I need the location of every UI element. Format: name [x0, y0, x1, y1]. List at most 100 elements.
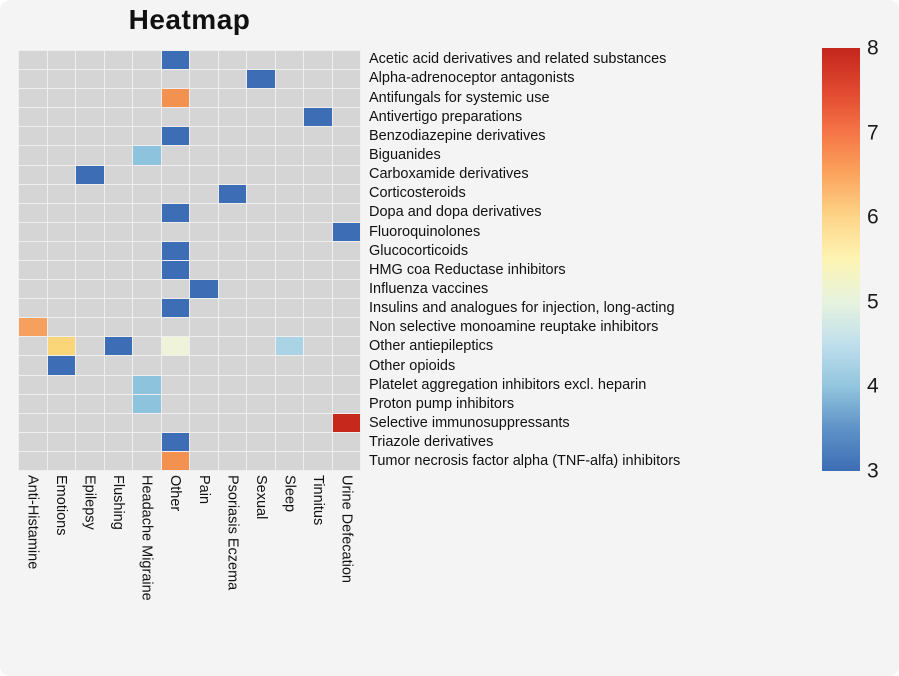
heatmap-cell — [275, 451, 303, 470]
heatmap-cell — [76, 280, 104, 299]
heatmap-cell — [76, 127, 104, 146]
column-label-slot: Flushing — [104, 475, 133, 670]
column-label-slot: Other — [161, 475, 190, 670]
heatmap-cell — [19, 261, 47, 280]
heatmap-cell — [304, 222, 332, 241]
heatmap-cell — [247, 451, 275, 470]
heatmap-cell — [19, 108, 47, 127]
heatmap-cell — [304, 70, 332, 89]
heatmap-cell — [76, 203, 104, 222]
heatmap-cell — [104, 51, 132, 70]
column-label: Tinnitus — [310, 475, 327, 526]
heatmap-cell — [218, 413, 246, 432]
column-label: Sleep — [281, 475, 298, 513]
heatmap-cell — [76, 241, 104, 260]
heatmap-cell — [133, 241, 161, 260]
row-label: Antivertigo preparations — [369, 108, 523, 125]
heatmap-cell — [247, 432, 275, 451]
heatmap-cell — [332, 70, 360, 89]
heatmap-cell — [104, 413, 132, 432]
row-label: Tumor necrosis factor alpha (TNF-alfa) i… — [369, 453, 681, 470]
heatmap-cell — [76, 261, 104, 280]
heatmap-cell — [275, 432, 303, 451]
heatmap-cell — [161, 337, 189, 356]
heatmap-cell — [47, 337, 75, 356]
heatmap-cell — [47, 413, 75, 432]
heatmap-cell — [275, 261, 303, 280]
heatmap-cell — [190, 318, 218, 337]
heatmap-cell — [247, 108, 275, 127]
heatmap-cell — [218, 451, 246, 470]
column-label-slot: Epilepsy — [75, 475, 104, 670]
heatmap-cell — [133, 51, 161, 70]
heatmap-cell — [19, 146, 47, 165]
heatmap-cell — [218, 280, 246, 299]
heatmap-cell — [133, 451, 161, 470]
column-label: Urine Defecation — [338, 475, 355, 583]
heatmap-cell — [47, 318, 75, 337]
colorbar-tick-label: 3 — [867, 459, 879, 483]
heatmap-cell — [304, 127, 332, 146]
heatmap-cell — [133, 318, 161, 337]
heatmap-cell — [161, 108, 189, 127]
colorbar-tick-label: 4 — [867, 374, 879, 398]
row-label: Dopa and dopa derivatives — [369, 204, 542, 221]
heatmap-cell — [133, 70, 161, 89]
heatmap-cell — [19, 184, 47, 203]
heatmap-cell — [19, 318, 47, 337]
heatmap-cell — [47, 89, 75, 108]
heatmap-cell — [332, 299, 360, 318]
heatmap-cell — [275, 222, 303, 241]
heatmap-cell — [19, 432, 47, 451]
heatmap-cell — [19, 222, 47, 241]
heatmap-cell — [247, 394, 275, 413]
heatmap-cell — [19, 241, 47, 260]
column-label-slot: Headache Migraine — [132, 475, 161, 670]
row-label: Corticosteroids — [369, 185, 466, 202]
heatmap-cell — [190, 280, 218, 299]
heatmap-cell — [161, 70, 189, 89]
heatmap-cell — [76, 146, 104, 165]
heatmap-cell — [161, 413, 189, 432]
heatmap-cell — [247, 356, 275, 375]
heatmap-cell — [190, 70, 218, 89]
heatmap-cell — [247, 184, 275, 203]
heatmap-cell — [304, 184, 332, 203]
heatmap-cell — [19, 375, 47, 394]
row-label: Acetic acid derivatives and related subs… — [369, 51, 667, 68]
row-label: Selective immunosuppressants — [369, 414, 570, 431]
heatmap-cell — [332, 51, 360, 70]
heatmap-cell — [218, 375, 246, 394]
heatmap-cell — [104, 222, 132, 241]
heatmap-cell — [104, 241, 132, 260]
row-label: Antifungals for systemic use — [369, 89, 550, 106]
colorbar-tick-label: 5 — [867, 290, 879, 314]
heatmap-cell — [247, 165, 275, 184]
heatmap-cell — [47, 299, 75, 318]
heatmap-cell — [133, 394, 161, 413]
colorbar-tick-label: 6 — [867, 205, 879, 229]
colorbar-tick-label: 8 — [867, 36, 879, 60]
heatmap-cell — [76, 432, 104, 451]
heatmap-cell — [190, 184, 218, 203]
heatmap-cell — [218, 89, 246, 108]
column-label-slot: Pain — [189, 475, 218, 670]
row-label: Other antiepileptics — [369, 338, 494, 355]
column-label: Other — [167, 475, 184, 512]
column-label: Flushing — [110, 475, 127, 530]
heatmap-cell — [133, 432, 161, 451]
heatmap-cell — [218, 222, 246, 241]
heatmap-cell — [190, 89, 218, 108]
heatmap-cell — [218, 203, 246, 222]
heatmap-cell — [104, 127, 132, 146]
heatmap-cell — [275, 241, 303, 260]
heatmap-cell — [275, 394, 303, 413]
heatmap-cell — [247, 89, 275, 108]
heatmap-cell — [247, 299, 275, 318]
heatmap-cell — [76, 356, 104, 375]
heatmap-cell — [133, 222, 161, 241]
heatmap-cell — [332, 432, 360, 451]
row-axis-labels: Acetic acid derivatives and related subs… — [369, 50, 819, 471]
heatmap-cell — [275, 165, 303, 184]
heatmap-cell — [104, 337, 132, 356]
